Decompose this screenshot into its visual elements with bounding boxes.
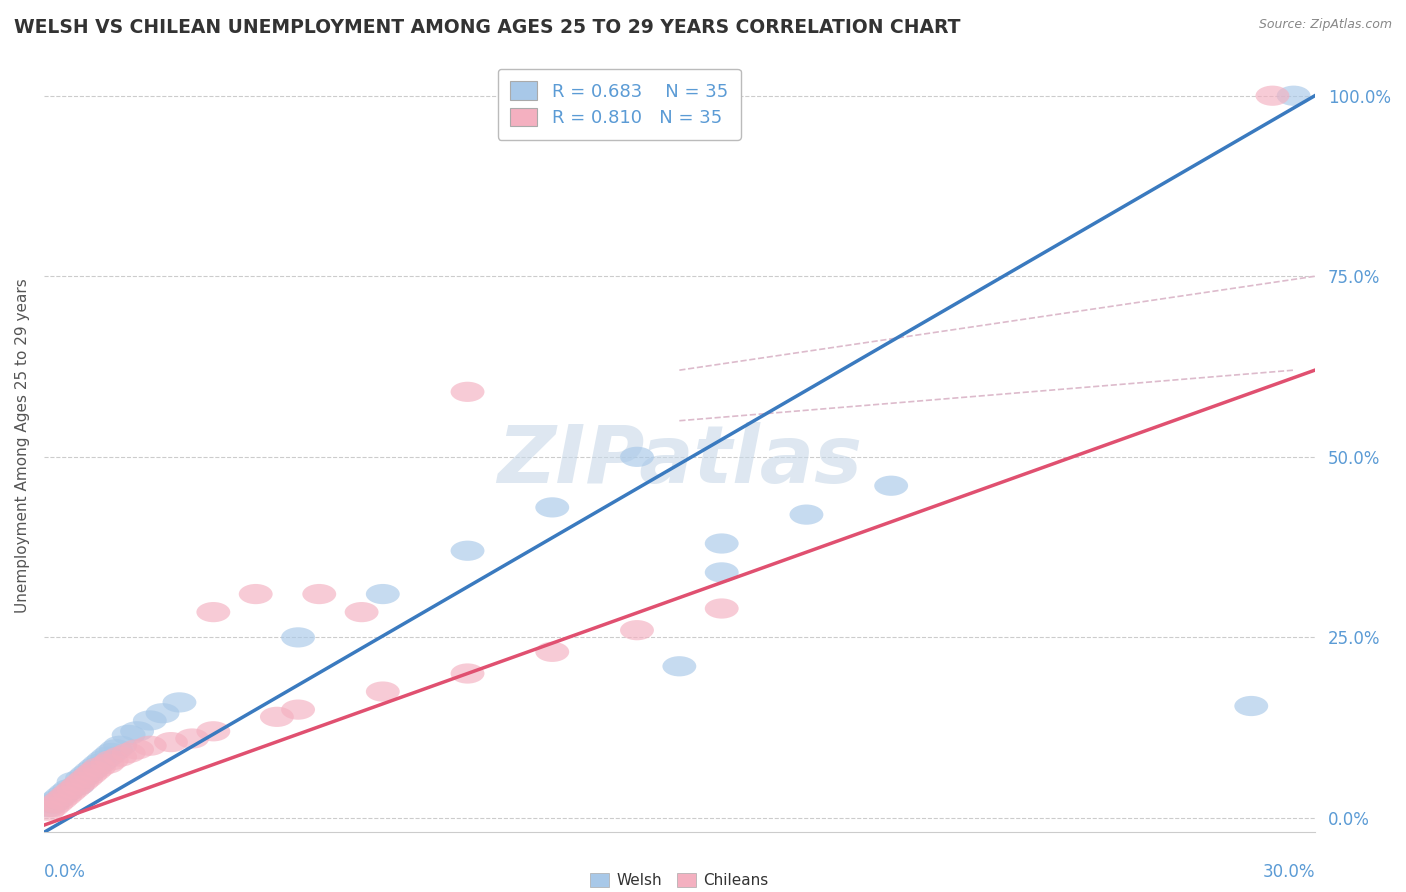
Ellipse shape <box>281 627 315 648</box>
Ellipse shape <box>704 599 738 619</box>
Ellipse shape <box>94 743 128 763</box>
Ellipse shape <box>704 533 738 554</box>
Ellipse shape <box>65 772 98 792</box>
Ellipse shape <box>31 801 65 821</box>
Ellipse shape <box>69 768 103 789</box>
Ellipse shape <box>73 764 107 785</box>
Y-axis label: Unemployment Among Ages 25 to 29 years: Unemployment Among Ages 25 to 29 years <box>15 278 30 614</box>
Text: ZIPatlas: ZIPatlas <box>496 423 862 500</box>
Ellipse shape <box>77 761 111 781</box>
Ellipse shape <box>536 497 569 517</box>
Ellipse shape <box>52 779 86 799</box>
Ellipse shape <box>82 757 115 778</box>
Ellipse shape <box>73 761 107 781</box>
Ellipse shape <box>281 699 315 720</box>
Ellipse shape <box>366 681 399 702</box>
Ellipse shape <box>450 541 485 561</box>
Ellipse shape <box>35 797 69 817</box>
Ellipse shape <box>197 602 231 623</box>
Ellipse shape <box>132 710 167 731</box>
Legend: Welsh, Chileans: Welsh, Chileans <box>583 867 775 892</box>
Ellipse shape <box>155 732 188 752</box>
Ellipse shape <box>1256 86 1289 106</box>
Ellipse shape <box>69 764 103 785</box>
Ellipse shape <box>344 602 378 623</box>
Ellipse shape <box>103 736 138 756</box>
Ellipse shape <box>82 754 115 774</box>
Ellipse shape <box>44 786 77 806</box>
Text: 0.0%: 0.0% <box>44 863 86 881</box>
Ellipse shape <box>48 782 82 803</box>
Ellipse shape <box>620 447 654 467</box>
Ellipse shape <box>790 505 824 524</box>
Ellipse shape <box>1277 86 1310 106</box>
Ellipse shape <box>31 797 65 817</box>
Ellipse shape <box>620 620 654 640</box>
Ellipse shape <box>450 664 485 683</box>
Ellipse shape <box>176 729 209 748</box>
Ellipse shape <box>48 786 82 806</box>
Ellipse shape <box>197 721 231 741</box>
Ellipse shape <box>366 584 399 604</box>
Text: WELSH VS CHILEAN UNEMPLOYMENT AMONG AGES 25 TO 29 YEARS CORRELATION CHART: WELSH VS CHILEAN UNEMPLOYMENT AMONG AGES… <box>14 18 960 37</box>
Text: Source: ZipAtlas.com: Source: ZipAtlas.com <box>1258 18 1392 31</box>
Ellipse shape <box>103 747 138 767</box>
Ellipse shape <box>56 779 90 799</box>
Ellipse shape <box>98 739 132 759</box>
Ellipse shape <box>39 789 73 810</box>
Ellipse shape <box>94 750 128 771</box>
Ellipse shape <box>146 703 180 723</box>
Ellipse shape <box>90 754 124 774</box>
Ellipse shape <box>44 789 77 810</box>
Ellipse shape <box>90 747 124 767</box>
Ellipse shape <box>52 782 86 803</box>
Ellipse shape <box>39 793 73 814</box>
Ellipse shape <box>120 721 155 741</box>
Ellipse shape <box>120 739 155 759</box>
Text: 30.0%: 30.0% <box>1263 863 1315 881</box>
Ellipse shape <box>132 736 167 756</box>
Ellipse shape <box>77 757 111 778</box>
Ellipse shape <box>1234 696 1268 716</box>
Ellipse shape <box>60 775 94 796</box>
Ellipse shape <box>704 562 738 582</box>
Ellipse shape <box>111 743 146 763</box>
Ellipse shape <box>875 475 908 496</box>
Ellipse shape <box>450 382 485 402</box>
Ellipse shape <box>35 793 69 814</box>
Ellipse shape <box>662 657 696 676</box>
Ellipse shape <box>60 775 94 796</box>
Ellipse shape <box>239 584 273 604</box>
Ellipse shape <box>65 768 98 789</box>
Ellipse shape <box>302 584 336 604</box>
Ellipse shape <box>163 692 197 713</box>
Ellipse shape <box>56 772 90 792</box>
Ellipse shape <box>260 706 294 727</box>
Ellipse shape <box>86 750 120 771</box>
Ellipse shape <box>536 641 569 662</box>
Ellipse shape <box>111 725 146 745</box>
